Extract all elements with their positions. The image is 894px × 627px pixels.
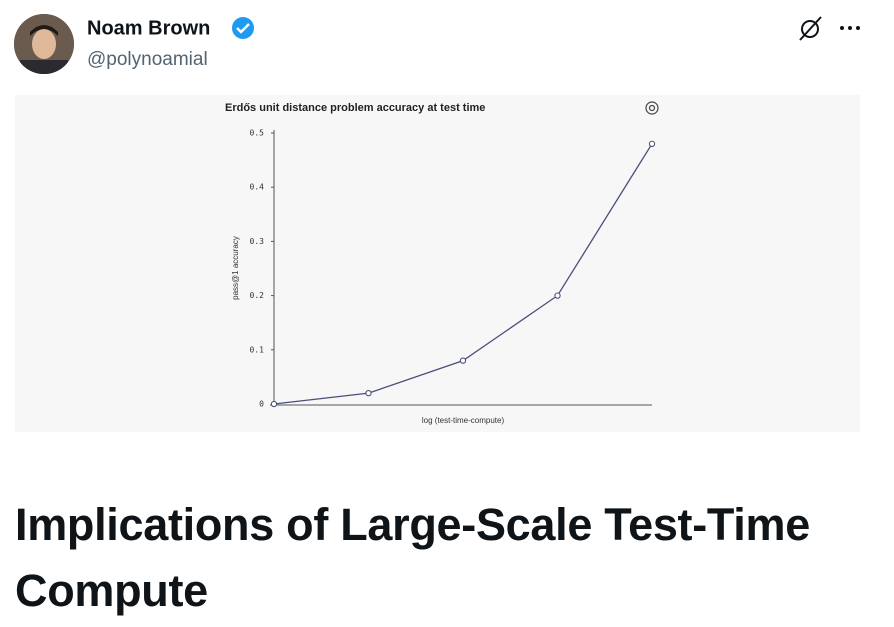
data-point	[648, 140, 656, 147]
chart-background	[15, 95, 860, 432]
y-tick-label: 0.5	[250, 129, 265, 138]
y-tick-label: 0.2	[250, 291, 265, 300]
data-point	[554, 292, 561, 299]
y-tick-label: 0	[259, 400, 264, 409]
verified-badge	[232, 17, 254, 39]
y-axis-label: pass@1 accuracy	[231, 236, 240, 300]
openai-logo	[645, 101, 659, 115]
avatar[interactable]	[14, 14, 74, 80]
x-axis-label: log (test-time-compute)	[422, 416, 505, 425]
more-menu[interactable]	[840, 26, 860, 30]
y-tick-label: 0.4	[250, 183, 265, 192]
y-tick-label: 0.1	[250, 345, 265, 354]
data-point	[459, 357, 467, 364]
article-title[interactable]: Implications of Large-Scale Test-Time Co…	[15, 499, 810, 616]
author-name[interactable]: Noam Brown	[87, 17, 210, 39]
chart-title: Erdős unit distance problem accuracy at …	[225, 102, 485, 114]
data-point	[365, 390, 372, 397]
author-handle[interactable]: @polynoamial	[87, 49, 208, 70]
data-point	[270, 400, 278, 408]
y-tick-label: 0.3	[250, 237, 265, 246]
grok-icon[interactable]	[799, 16, 822, 41]
